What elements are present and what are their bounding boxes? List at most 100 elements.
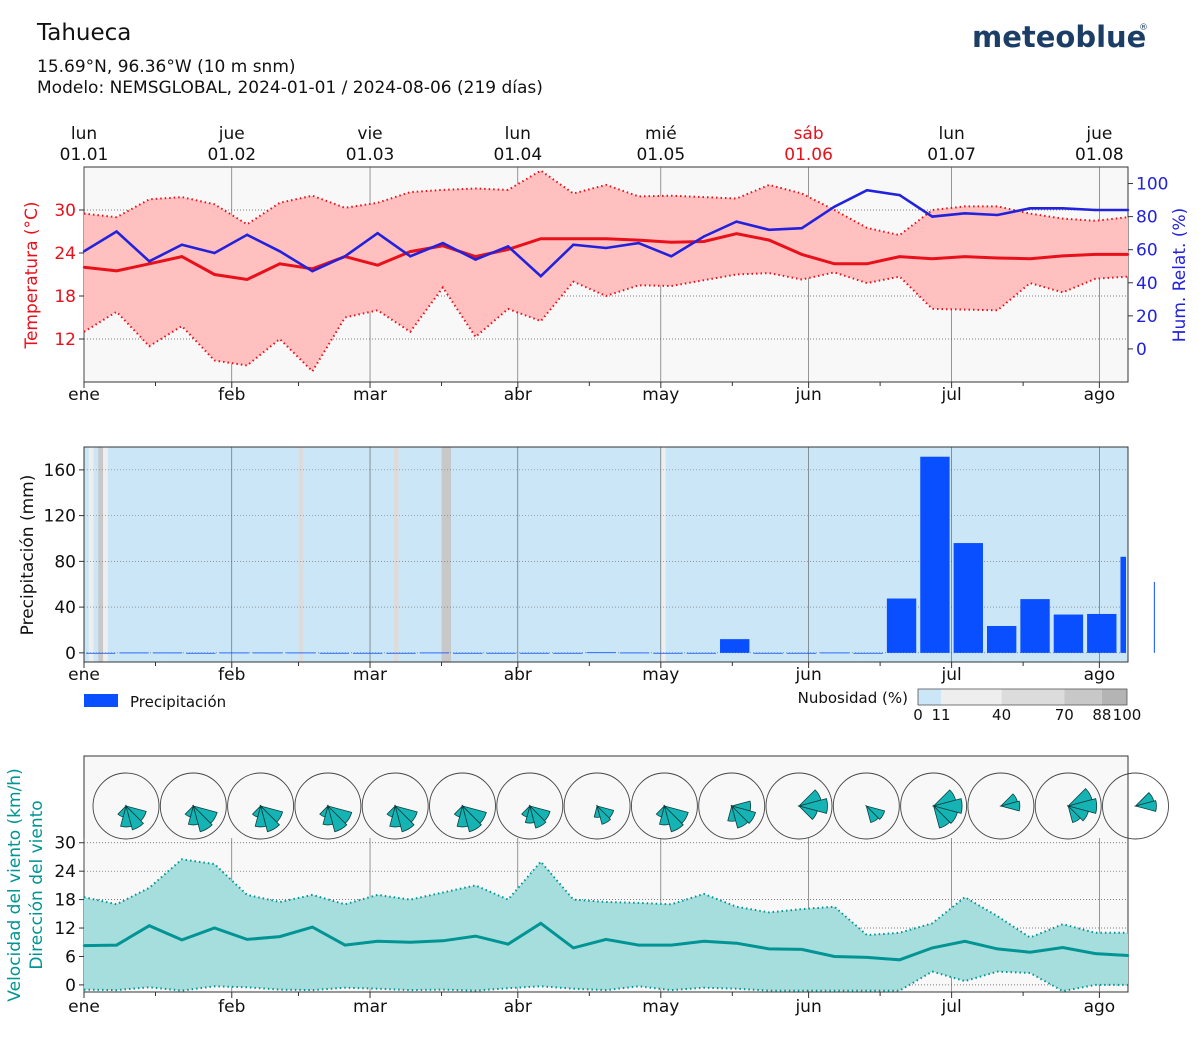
humidity-ytick-label: 20 [1136,307,1158,327]
cloud-cover-cell [513,447,519,662]
cloud-cover-cell [884,447,891,662]
cloud-cover-cell [1027,447,1034,662]
wind-rose-sector [319,804,329,818]
cloud-cover-cell [889,447,895,662]
wind-rose-ring [1102,772,1169,840]
precip-ytick-label: 0 [65,644,76,664]
wind-rose [496,772,564,840]
month-label: ene [68,997,100,1017]
cloud-cover-cell [141,447,147,662]
precip-bar [486,652,516,654]
month-label: may [642,665,679,685]
wind-rose-sector [461,804,482,833]
month-label: may [642,997,679,1017]
wind-rose-sector [254,804,267,828]
cloud-cover-cell [1008,447,1014,662]
humidity-point [572,243,575,246]
wind-mean-point [1028,950,1032,954]
cloud-cover-cell [322,447,328,662]
cloud-cover-cell [851,447,857,662]
humidity-point [670,255,673,258]
month-label: jun [794,997,821,1017]
cloud-cover-cell [1004,447,1010,662]
precip-bar [1020,599,1050,653]
cloud-cover-cell [274,447,280,662]
cloud-cover-cell [737,447,743,662]
wind-rose-ring [294,772,362,840]
cloud-cover-cell [1051,447,1057,662]
cloud-cover-cell [179,447,185,662]
wind-rose-sector [655,804,666,818]
cloud-cover-cell [861,447,867,662]
wind-ytick-label: 0 [65,976,76,996]
cloud-cover-cell [1023,447,1029,662]
cloud-cover-cell [341,447,347,662]
humidity-point [82,250,86,253]
cloud-cover-cell [765,447,771,662]
cloud-cover-cell [756,447,762,662]
cloud-cover-cell [241,447,247,662]
precip-bars [86,456,1155,654]
precip-ytick-label: 160 [44,461,76,481]
cloud-cover-cell [260,447,266,662]
cloud-cover-cell [236,447,242,662]
cloud-cover-cell [827,447,833,662]
wind-rose-sector [125,804,144,831]
humidity-point [539,274,542,278]
precip-bar [453,652,483,654]
cloud-cover-cell [651,447,657,662]
cloud-cover-cell [913,447,919,662]
cloud-cover-cell [903,447,910,662]
temp-mean-point [539,237,542,240]
wind-rose [294,772,362,840]
cloud-cover-cell [584,447,590,662]
cloud-cover-cell [1032,447,1038,662]
wind-mean-point [898,958,901,961]
humidity-point [376,231,379,235]
cloud-cover-cell [579,447,585,662]
wind-ytick-label: 12 [54,919,76,939]
temp-mean-point [278,262,281,265]
cloud-cover-cell [317,447,323,662]
temp-max-line [83,169,1129,237]
cloud-legend-frame [917,688,1128,706]
cloud-cover-cell [799,447,805,662]
humidity-ytick-label: 0 [1136,340,1147,360]
cloud-cover-cell [1013,447,1019,662]
cloud-cover-cell [336,447,342,662]
temp-mean-point [865,262,869,265]
humidity-point [800,226,803,230]
month-label: feb [218,385,245,405]
precip-axis-label: Precipitación (mm) [18,475,38,636]
temp-mean-point [833,262,836,265]
precip-bar [152,652,183,654]
temp-mean-point [1094,253,1097,256]
cloud-cover-cell [1094,447,1100,662]
cloud-cover-cell [212,447,218,662]
cloud-cover-cell [422,447,428,662]
wind-rose-ring [227,772,295,840]
temp-mean-point [409,250,412,253]
month-label: jul [940,665,961,685]
cloud-legend-swatch [1064,689,1102,705]
month-label: jul [940,997,961,1017]
cloud-legend-title: Nubosidad (%) [798,689,908,707]
wind-mean-point [572,946,575,950]
cloud-cover-cell [822,447,829,662]
wind-axis-ticks: 0 6 12 18 24 30 [54,834,84,996]
precip-bar [119,652,149,654]
cloud-cover-cell [684,447,690,662]
temp-range-band [84,170,1128,372]
cloud-cover-cell [517,447,523,662]
cloud-cover-cell [279,447,285,662]
wind-rose-ring [429,772,496,840]
month-label: feb [218,997,245,1017]
wind-rose-ring [832,772,900,840]
cloud-cover-cell [136,447,142,662]
cloud-cover-cell [703,447,709,662]
month-label: mar [353,665,387,685]
humidity-point [115,230,118,233]
wind-rose-sector [999,800,1021,812]
wind-mean-point [800,948,803,951]
cloud-cover-cell [1113,447,1119,662]
